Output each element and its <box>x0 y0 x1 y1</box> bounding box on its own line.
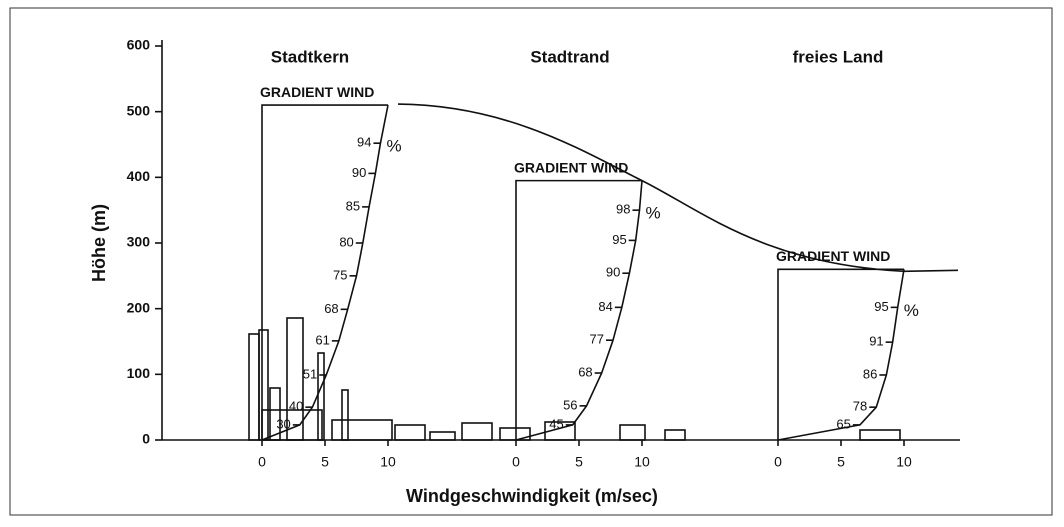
x-tick-label: 5 <box>837 454 845 470</box>
x-tick-label: 5 <box>321 454 329 470</box>
profile-label: 84 <box>598 299 612 314</box>
profile-label: 95 <box>874 299 888 314</box>
profile-label: 40 <box>289 399 303 414</box>
profile-label: 75 <box>333 267 347 282</box>
y-tick-label: 400 <box>127 168 151 184</box>
x-tick-label: 10 <box>380 454 396 470</box>
x-tick-label: 0 <box>512 454 520 470</box>
profile-label: 30 <box>276 416 290 431</box>
profile-label: 78 <box>853 399 867 414</box>
percent-sign: % <box>386 137 401 156</box>
y-tick-label: 0 <box>142 431 150 447</box>
profile-label: 61 <box>315 332 329 347</box>
y-axis-title: Höhe (m) <box>89 204 109 282</box>
wind-profile <box>777 269 905 441</box>
gradient-envelope <box>397 103 959 273</box>
profile-label: 90 <box>606 265 620 280</box>
percent-sign: % <box>904 301 919 320</box>
profile-label: 94 <box>357 135 371 150</box>
x-tick-label: 0 <box>258 454 266 470</box>
x-tick-label: 10 <box>634 454 650 470</box>
profile-label: 51 <box>303 366 317 381</box>
y-tick-label: 200 <box>127 299 151 315</box>
profile-label: 98 <box>616 202 630 217</box>
gradient-box <box>261 104 388 440</box>
y-tick-label: 300 <box>127 234 151 250</box>
gradient-box <box>777 268 904 440</box>
y-tick-label: 100 <box>127 365 151 381</box>
panel-title: Stadtkern <box>271 47 349 66</box>
profile-label: 77 <box>590 332 604 347</box>
profile-label: 45 <box>549 416 563 431</box>
panel-title: freies Land <box>793 47 884 66</box>
x-axis-title: Windgeschwindigkeit (m/sec) <box>406 486 658 506</box>
y-tick-label: 600 <box>127 37 151 53</box>
profile-label: 68 <box>578 364 592 379</box>
frame <box>9 7 1053 516</box>
profile-label: 86 <box>863 366 877 381</box>
profile-label: 85 <box>346 198 360 213</box>
x-tick-label: 10 <box>896 454 912 470</box>
profile-label: 80 <box>339 234 353 249</box>
gradient-label: GRADIENT WIND <box>514 159 628 175</box>
x-tick-label: 0 <box>774 454 782 470</box>
gradient-label: GRADIENT WIND <box>776 248 890 264</box>
y-tick-label: 500 <box>127 102 151 118</box>
profile-label: 95 <box>612 232 626 247</box>
gradient-box <box>515 179 642 440</box>
x-tick-label: 5 <box>575 454 583 470</box>
wind-profile <box>515 180 643 441</box>
profile-label: 65 <box>836 416 850 431</box>
profile-label: 90 <box>352 165 366 180</box>
gradient-label: GRADIENT WIND <box>260 84 374 100</box>
panel-title: Stadtrand <box>530 47 609 66</box>
profile-label: 91 <box>869 334 883 349</box>
wind-profile <box>261 104 389 441</box>
percent-sign: % <box>645 204 660 223</box>
profile-label: 68 <box>324 301 338 316</box>
profile-label: 56 <box>563 397 577 412</box>
